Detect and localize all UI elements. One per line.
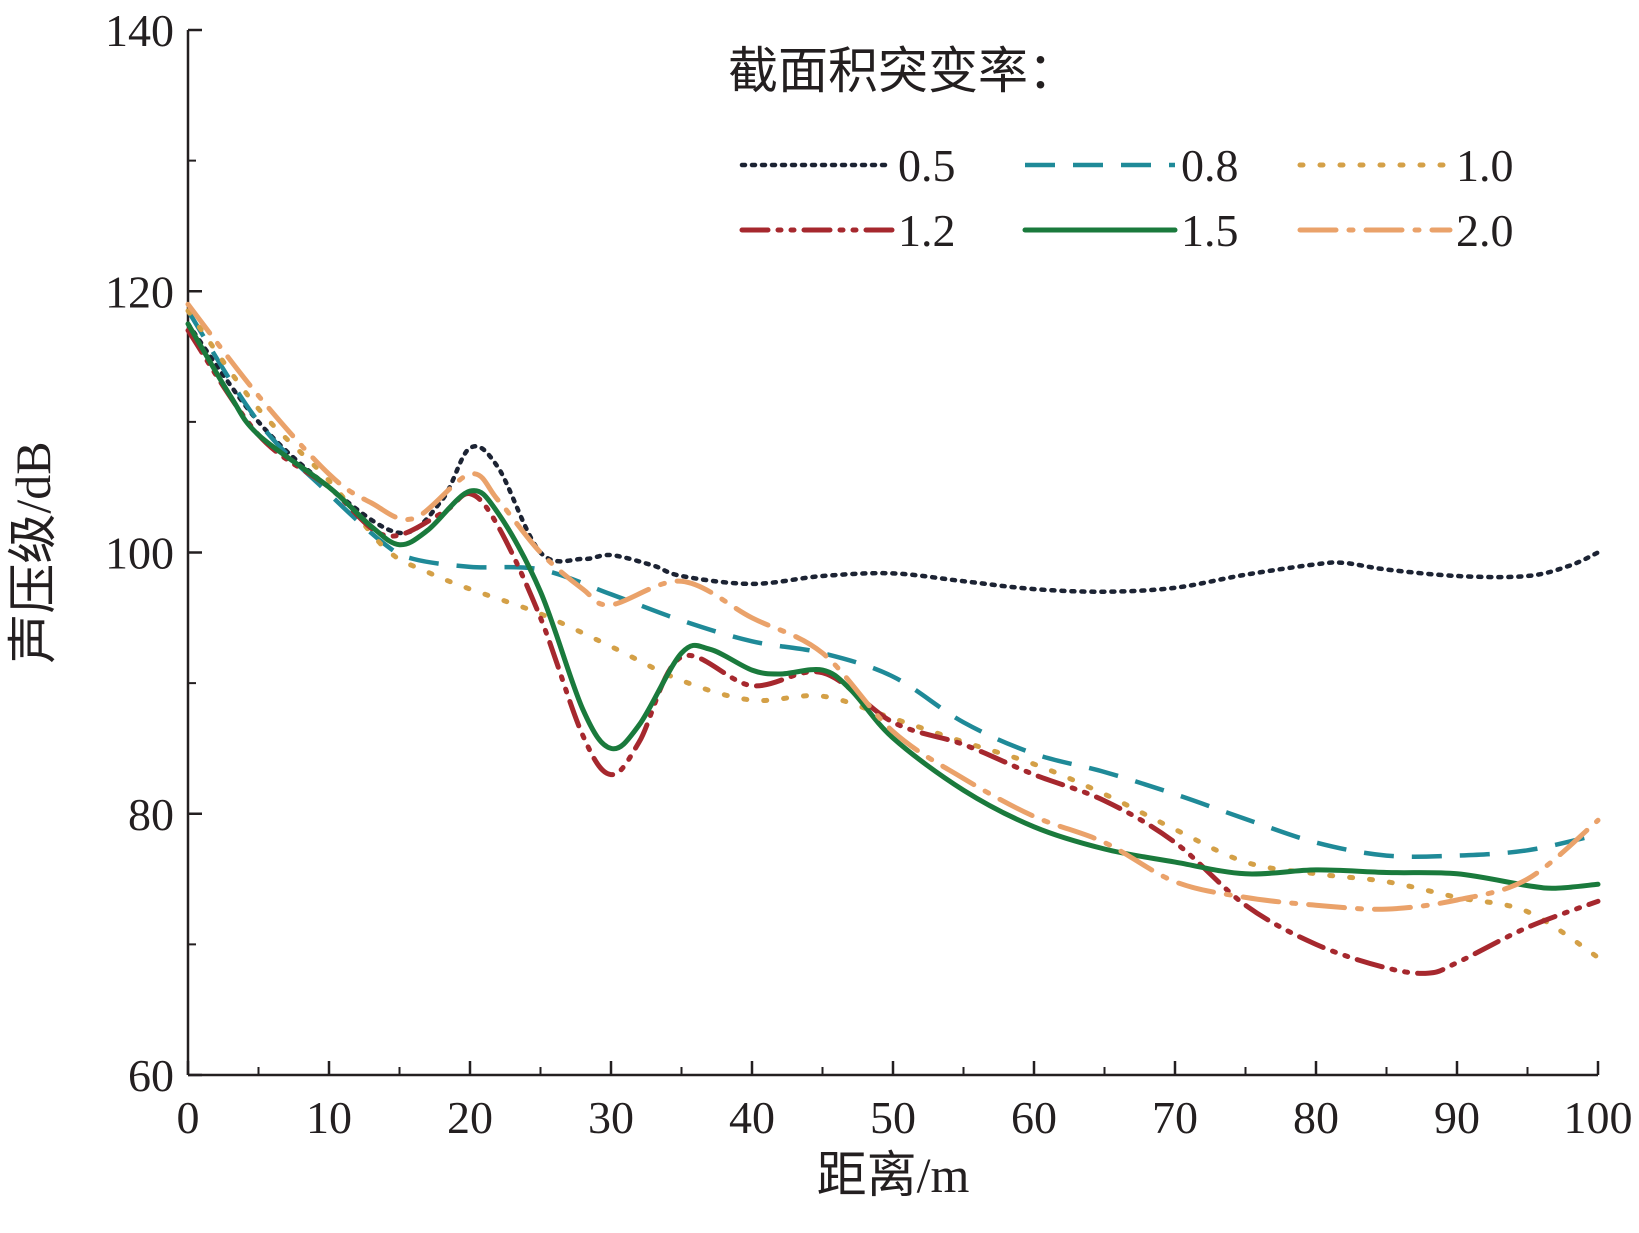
- y-tick-label: 140: [105, 5, 174, 56]
- series-line-2.0: [185, 301, 1601, 912]
- legend-label-2.0: 2.0: [1456, 205, 1514, 256]
- x-tick-label: 0: [177, 1092, 200, 1143]
- legend-label-0.5: 0.5: [898, 140, 956, 191]
- y-axis-title: 声压级/dB: [5, 441, 61, 663]
- series-line-1.5: [185, 321, 1601, 891]
- legend-label-1.5: 1.5: [1181, 205, 1239, 256]
- x-tick-label: 20: [447, 1092, 493, 1143]
- series-layer: [185, 301, 1601, 976]
- series-line-0.5: [185, 321, 1601, 594]
- legend-label-0.8: 0.8: [1181, 140, 1239, 191]
- x-tick-label: 40: [729, 1092, 775, 1143]
- axes: 0 10 20 30 40 50 60 70 80 90 100 60 80 100 120 140: [105, 5, 1633, 1143]
- x-tick-label: 70: [1152, 1092, 1198, 1143]
- series-line-1.0: [185, 308, 1601, 960]
- y-tick-label: 60: [128, 1050, 174, 1101]
- x-tick-label: 30: [588, 1092, 634, 1143]
- x-tick-label: 80: [1293, 1092, 1339, 1143]
- legend-title: 截面积突变率：: [728, 43, 1078, 99]
- legend-label-1.0: 1.0: [1456, 140, 1514, 191]
- y-tick-label: 120: [105, 266, 174, 317]
- series-line-0.8: [186, 309, 1599, 859]
- x-tick-label: 90: [1434, 1092, 1480, 1143]
- x-tick-label: 50: [870, 1092, 916, 1143]
- y-tick-label: 100: [105, 528, 174, 579]
- x-tick-label: 100: [1564, 1092, 1633, 1143]
- x-tick-label: 60: [1011, 1092, 1057, 1143]
- x-axis-title: 距离/m: [817, 1147, 970, 1203]
- series-line-1.2: [185, 327, 1601, 976]
- legend: 截面积突变率： 0.5 0.8 1.0 1.2 1.5 2.0: [728, 43, 1514, 256]
- y-tick-label: 80: [128, 789, 174, 840]
- x-tick-label: 10: [306, 1092, 352, 1143]
- legend-label-1.2: 1.2: [898, 205, 956, 256]
